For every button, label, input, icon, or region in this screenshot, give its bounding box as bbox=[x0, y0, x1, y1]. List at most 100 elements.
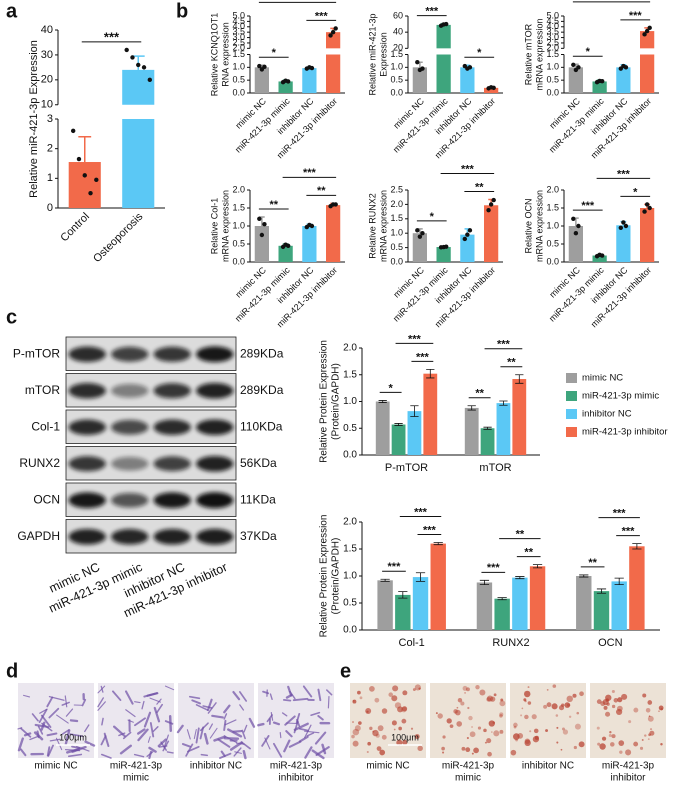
mineral-stain bbox=[527, 701, 532, 705]
cell-stain bbox=[134, 701, 141, 704]
mineral-stain bbox=[435, 712, 438, 715]
cell-stain bbox=[137, 728, 149, 742]
bar bbox=[302, 226, 317, 262]
y-tick-label: 2.0 bbox=[343, 517, 357, 528]
mineral-stain bbox=[492, 721, 495, 724]
y-tick-label: 60 bbox=[393, 10, 403, 20]
data-point bbox=[467, 228, 473, 233]
micrograph bbox=[430, 683, 506, 758]
bar bbox=[593, 591, 610, 630]
y-tick-label: 40 bbox=[393, 27, 403, 37]
y-tick-label: 2.0 bbox=[546, 43, 559, 53]
bar bbox=[512, 577, 528, 630]
blot-band bbox=[153, 456, 191, 472]
cell-stain bbox=[38, 708, 48, 724]
cell-stain bbox=[46, 732, 58, 737]
cell-stain bbox=[137, 728, 146, 735]
y-tick-label: 1.0 bbox=[390, 228, 403, 238]
y-tick-label: 1.5 bbox=[546, 49, 559, 59]
mineral-stain bbox=[596, 726, 600, 730]
data-point bbox=[333, 202, 338, 207]
y-tick-label: 0.0 bbox=[232, 87, 245, 97]
blot-band bbox=[68, 419, 106, 435]
cell-stain bbox=[269, 693, 273, 700]
bar bbox=[592, 81, 607, 93]
y-tick-label: 1.0 bbox=[390, 62, 403, 72]
y-axis-label: Relative miR-421-3p bbox=[367, 13, 377, 95]
bar bbox=[460, 234, 475, 262]
data-point bbox=[76, 156, 82, 162]
cell-stain bbox=[69, 719, 79, 723]
data-point bbox=[621, 220, 626, 225]
mineral-stain bbox=[521, 707, 524, 710]
error-bar bbox=[479, 579, 490, 586]
cell-stain bbox=[146, 692, 159, 697]
cell-stain bbox=[101, 717, 104, 726]
blot-band bbox=[111, 419, 149, 435]
mineral-stain bbox=[352, 699, 357, 704]
error-bar bbox=[380, 578, 390, 582]
cell-stain bbox=[127, 719, 134, 723]
cell-stain bbox=[47, 744, 54, 757]
error-bar bbox=[398, 591, 408, 599]
cell-stain bbox=[200, 753, 209, 757]
blot-band bbox=[196, 492, 234, 509]
y-tick-label: 1.0 bbox=[232, 220, 245, 230]
bar bbox=[377, 580, 393, 630]
mineral-stain bbox=[461, 746, 466, 751]
bar bbox=[302, 68, 317, 93]
significance-label: *** bbox=[408, 333, 422, 345]
y-tick-label: 2.0 bbox=[232, 184, 245, 194]
cell-stain bbox=[248, 717, 256, 728]
cell-stain bbox=[189, 695, 201, 700]
y-tick-label: 2 bbox=[47, 143, 53, 155]
x-tick-label: P-mTOR bbox=[385, 462, 428, 474]
mineral-stain bbox=[605, 711, 611, 717]
mineral-stain bbox=[568, 715, 572, 719]
y-tick-label: 1.5 bbox=[232, 202, 245, 212]
y-tick-label: 20 bbox=[393, 43, 403, 53]
bar bbox=[254, 226, 269, 262]
bar bbox=[278, 245, 293, 262]
cell-stain bbox=[326, 689, 333, 696]
cell-stain bbox=[224, 719, 237, 726]
mineral-stain bbox=[493, 693, 497, 697]
cell-stain bbox=[40, 714, 52, 728]
y-tick-label: 0.0 bbox=[390, 256, 403, 266]
y-tick-label: 2.0 bbox=[232, 43, 245, 53]
cell-stain bbox=[298, 727, 310, 732]
bar bbox=[529, 566, 546, 630]
error-bar bbox=[614, 577, 624, 586]
cell-stain bbox=[61, 729, 70, 735]
cell-stain bbox=[315, 746, 330, 756]
caption: inhibitor bbox=[610, 773, 646, 784]
mineral-stain bbox=[555, 714, 559, 717]
mineral-stain bbox=[513, 725, 517, 729]
mineral-stain bbox=[437, 713, 443, 719]
error-bar bbox=[632, 543, 642, 550]
cell-stain bbox=[119, 744, 132, 755]
bar bbox=[412, 67, 427, 93]
y-tick-label: 0.0 bbox=[546, 87, 559, 97]
cell-stain bbox=[195, 727, 200, 744]
mineral-stain bbox=[576, 711, 580, 715]
mineral-stain bbox=[625, 749, 632, 756]
cell-stain bbox=[273, 742, 283, 758]
cell-stain bbox=[288, 740, 302, 748]
bar bbox=[480, 428, 495, 455]
significance-label: ** bbox=[317, 185, 326, 197]
data-point bbox=[309, 223, 315, 229]
cell-stain bbox=[49, 738, 61, 742]
cell-stain bbox=[29, 735, 40, 741]
error-bar bbox=[433, 542, 443, 546]
cell-stain bbox=[292, 697, 309, 702]
x-tick-label: RUNX2 bbox=[492, 637, 529, 649]
cell-stain bbox=[223, 735, 238, 744]
mineral-stain bbox=[574, 723, 581, 730]
mineral-stain bbox=[352, 728, 360, 736]
cell-stain bbox=[270, 711, 274, 721]
cell-stain bbox=[61, 701, 70, 706]
y-tick-label: 0.0 bbox=[343, 625, 357, 636]
blot-band bbox=[68, 492, 106, 509]
y-tick-label: 3 bbox=[47, 113, 53, 125]
